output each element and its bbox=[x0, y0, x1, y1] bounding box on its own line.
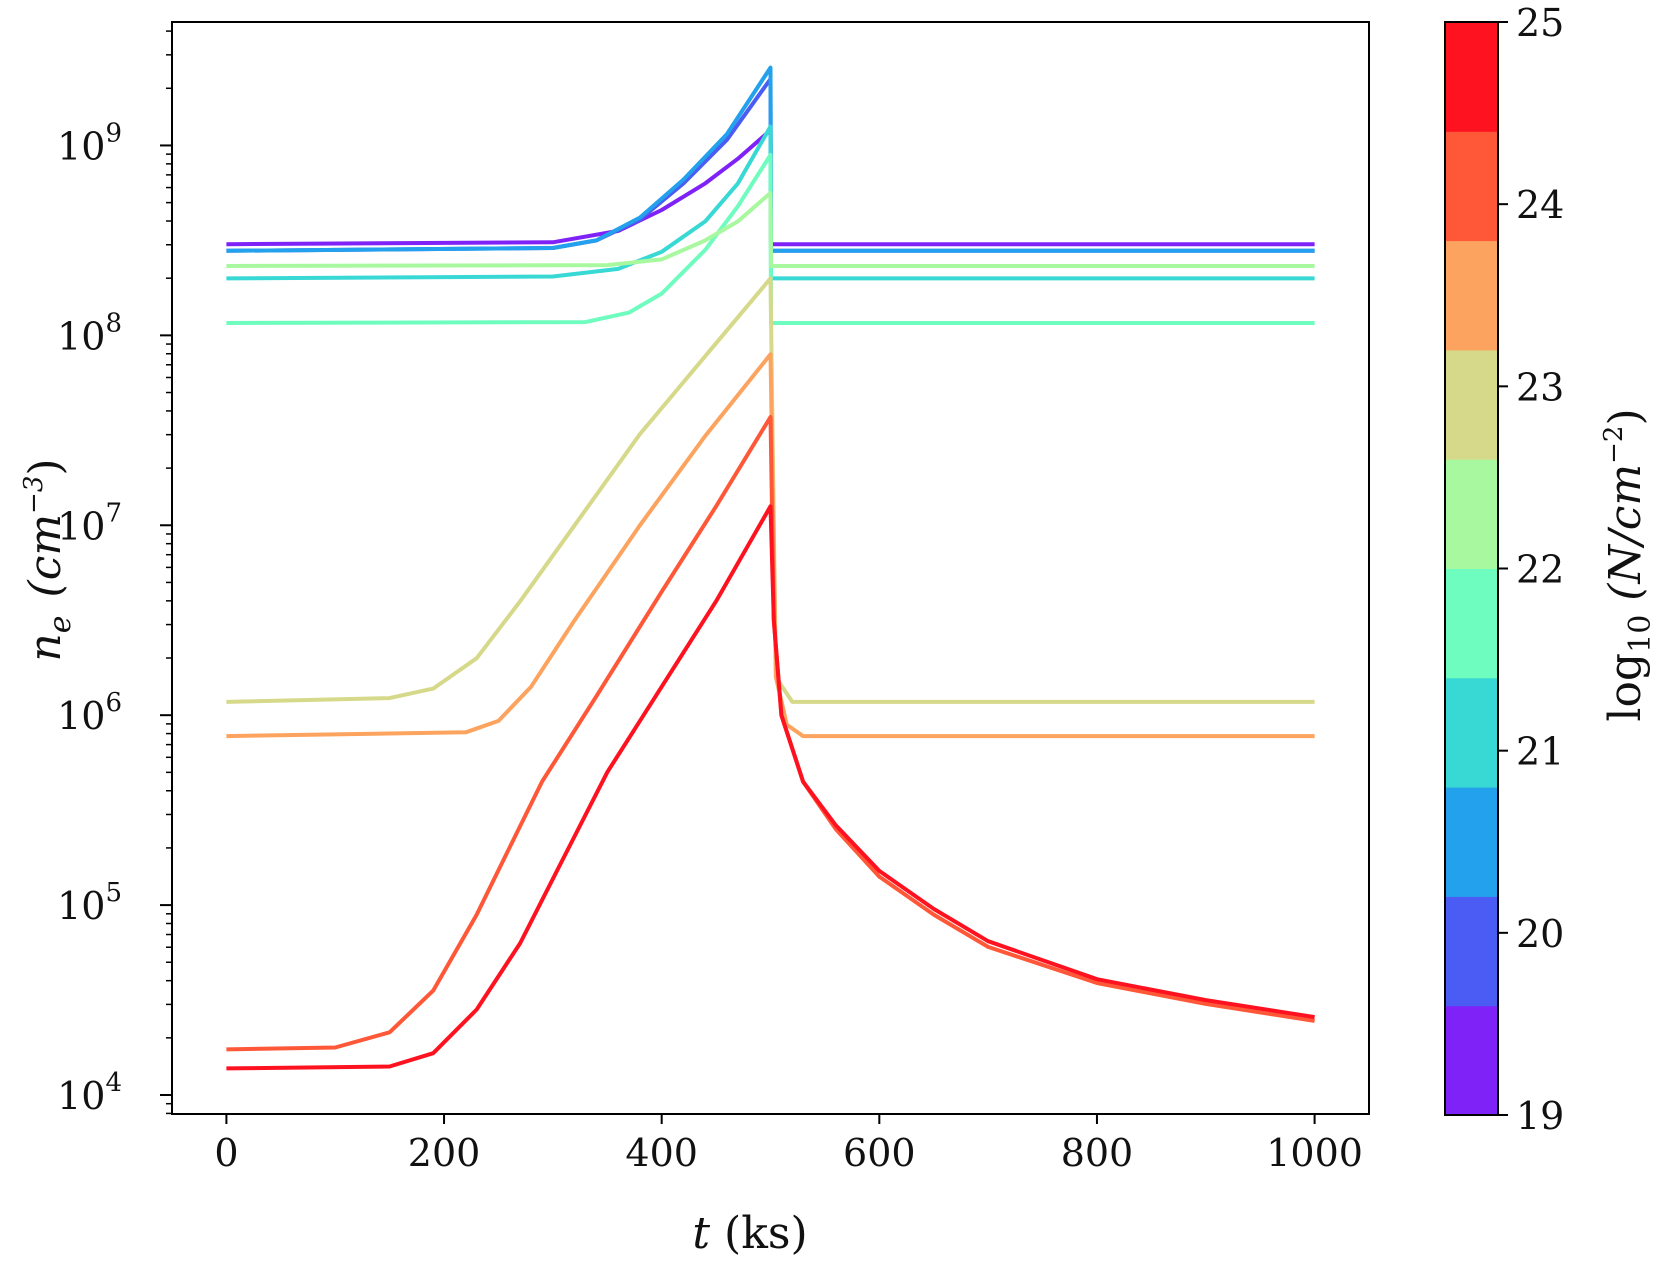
colorbar-band-0 bbox=[1445, 1005, 1498, 1116]
series-line-5 bbox=[226, 190, 1315, 268]
colorbar-tick-label-2: 21 bbox=[1516, 730, 1564, 774]
colorbar-band-4 bbox=[1445, 568, 1498, 679]
x-axis-ticks: 0 200 400 600 800 1000 bbox=[214, 1114, 1363, 1175]
x-tick-label-1: 200 bbox=[408, 1131, 481, 1175]
series-line-8 bbox=[226, 415, 1315, 1052]
colorbar-band-1 bbox=[1445, 896, 1498, 1007]
y-axis-ticks: 104 105 106 107 108 109 bbox=[57, 30, 172, 1118]
colorbar-tick-label-1: 20 bbox=[1516, 912, 1564, 956]
x-tick-label-2: 400 bbox=[625, 1131, 698, 1175]
colorbar-tick-label-3: 22 bbox=[1516, 548, 1564, 592]
colorbar-band-2 bbox=[1445, 787, 1498, 897]
colorbar-title: log10 (N/cm−2) bbox=[1599, 408, 1658, 721]
colorbar-band-6 bbox=[1445, 349, 1498, 460]
y-axis-title: ne(cm−3) bbox=[19, 458, 78, 661]
y-tick-label-2: 106 bbox=[57, 688, 122, 738]
colorbar-band-9 bbox=[1445, 22, 1498, 132]
y-tick-label-5: 109 bbox=[57, 118, 122, 168]
colorbar-band-5 bbox=[1445, 459, 1498, 569]
y-tick-label-1: 105 bbox=[57, 878, 122, 928]
colorbar-band-8 bbox=[1445, 131, 1498, 242]
colorbar-ticks: 19 20 21 22 23 24 25 bbox=[1498, 1, 1564, 1138]
series-line-7 bbox=[226, 352, 1315, 739]
x-tick-label-4: 800 bbox=[1061, 1131, 1134, 1175]
x-tick-label-0: 0 bbox=[214, 1131, 238, 1175]
colorbar bbox=[1445, 22, 1498, 1116]
x-tick-label-5: 1000 bbox=[1266, 1131, 1363, 1175]
y-tick-label-3: 107 bbox=[57, 498, 122, 548]
colorbar-band-7 bbox=[1445, 240, 1498, 351]
series-lines bbox=[226, 65, 1315, 1071]
x-axis-title: t (ks) bbox=[692, 1208, 807, 1259]
colorbar-tick-label-5: 24 bbox=[1516, 183, 1564, 227]
colorbar-tick-label-0: 19 bbox=[1516, 1094, 1564, 1138]
colorbar-tick-label-4: 23 bbox=[1516, 365, 1564, 409]
colorbar-tick-label-6: 25 bbox=[1516, 1, 1564, 45]
y-tick-label-0: 104 bbox=[57, 1068, 122, 1118]
y-tick-label-4: 108 bbox=[57, 308, 122, 358]
x-tick-label-3: 600 bbox=[843, 1131, 916, 1175]
series-line-9 bbox=[226, 504, 1315, 1071]
colorbar-band-3 bbox=[1445, 677, 1498, 788]
